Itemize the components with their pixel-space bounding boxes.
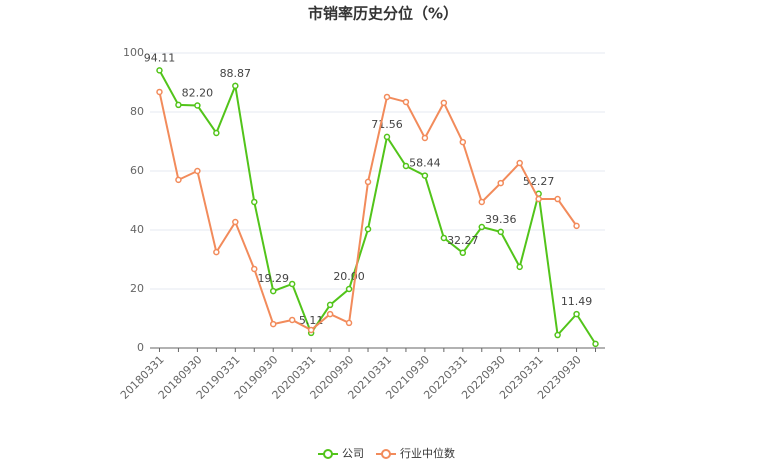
legend-label: 公司 — [342, 447, 364, 460]
point — [364, 178, 372, 186]
legend-item: 公司 — [318, 447, 364, 460]
point — [516, 159, 523, 167]
point — [326, 310, 334, 318]
series-line — [158, 91, 578, 332]
point — [459, 249, 467, 257]
point — [478, 223, 486, 231]
legend-marker — [323, 449, 333, 459]
point — [402, 162, 410, 170]
point — [573, 310, 580, 318]
value-label: 88.87 — [220, 67, 252, 80]
point — [288, 280, 296, 288]
point — [175, 176, 182, 184]
point — [251, 198, 258, 206]
point — [156, 67, 163, 74]
point — [307, 326, 315, 334]
point — [383, 133, 391, 141]
point — [440, 99, 448, 107]
point — [402, 98, 410, 106]
y-tick-label: 0 — [137, 341, 144, 354]
value-label: 58.44 — [409, 157, 441, 170]
point — [175, 101, 182, 109]
point — [326, 301, 334, 309]
y-tick-label: 20 — [130, 282, 144, 295]
point — [573, 222, 580, 230]
point — [421, 134, 429, 142]
point — [213, 248, 220, 256]
point — [269, 287, 277, 295]
point — [232, 218, 239, 226]
legend-item: 行业中位数 — [376, 446, 455, 460]
value-label: 32.27 — [447, 234, 479, 247]
point — [497, 179, 504, 187]
value-label: 19.29 — [257, 272, 289, 285]
point — [232, 82, 239, 90]
point — [251, 265, 258, 273]
point — [364, 225, 372, 233]
point — [288, 316, 296, 324]
series-line — [158, 69, 597, 345]
chart-title: 市销率历史分位（%） — [308, 5, 458, 23]
point — [516, 263, 523, 271]
legend-marker — [381, 449, 391, 459]
y-tick-label: 100 — [123, 46, 144, 59]
y-tick-label: 80 — [130, 105, 144, 118]
point — [592, 340, 599, 348]
point — [194, 167, 201, 175]
point — [345, 285, 353, 293]
point — [194, 102, 201, 109]
value-label: 82.20 — [182, 87, 214, 100]
point — [535, 195, 542, 203]
point — [554, 331, 561, 339]
value-label: 94.11 — [144, 51, 176, 64]
value-label: 20.00 — [333, 270, 365, 283]
point — [156, 88, 163, 96]
point — [383, 93, 391, 101]
value-label: 39.36 — [485, 213, 517, 226]
point — [440, 234, 448, 242]
point — [421, 172, 429, 179]
point — [554, 195, 561, 203]
value-label: 71.56 — [371, 118, 403, 131]
y-tick-label: 60 — [130, 164, 144, 177]
point — [269, 320, 277, 328]
legend-label: 行业中位数 — [400, 446, 455, 460]
point — [478, 198, 486, 206]
point — [345, 319, 353, 327]
value-label: 11.49 — [561, 295, 593, 308]
point — [459, 138, 467, 146]
point — [213, 129, 220, 137]
point — [497, 228, 504, 236]
y-tick-label: 40 — [130, 223, 144, 236]
